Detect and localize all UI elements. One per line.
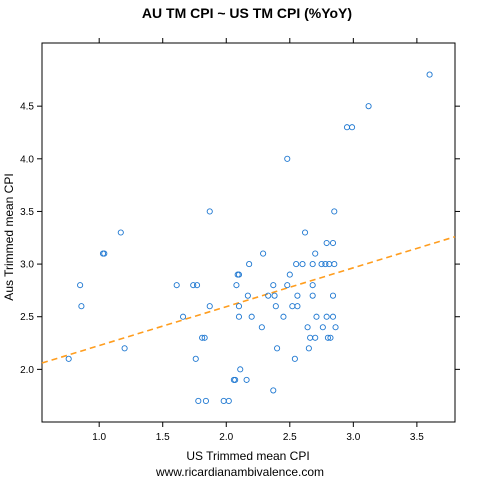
data-point bbox=[65, 355, 72, 362]
data-point bbox=[206, 303, 213, 310]
axis-ticks bbox=[37, 38, 460, 427]
data-point bbox=[260, 250, 267, 257]
data-point bbox=[220, 397, 227, 404]
data-point bbox=[244, 292, 251, 299]
plot-border bbox=[41, 42, 456, 423]
x-tick-label: 2.0 bbox=[219, 432, 233, 443]
data-point bbox=[243, 376, 250, 383]
data-point bbox=[78, 303, 85, 310]
data-point bbox=[173, 282, 180, 289]
data-point bbox=[284, 282, 291, 289]
data-point bbox=[201, 334, 208, 341]
data-point bbox=[319, 324, 326, 331]
data-point bbox=[294, 303, 301, 310]
x-tick-label: 3.5 bbox=[410, 432, 424, 443]
data-point bbox=[190, 282, 197, 289]
y-tick-label: 2.5 bbox=[20, 312, 34, 323]
data-point bbox=[280, 313, 287, 320]
data-point bbox=[121, 345, 128, 352]
data-point bbox=[286, 271, 293, 278]
data-point bbox=[322, 261, 329, 268]
data-point bbox=[265, 292, 272, 299]
trendline bbox=[41, 235, 456, 364]
data-point bbox=[270, 387, 277, 394]
y-tick-label: 4.5 bbox=[20, 102, 34, 113]
data-point bbox=[332, 324, 339, 331]
x-tick-label: 2.5 bbox=[283, 432, 297, 443]
data-point bbox=[313, 313, 320, 320]
data-point bbox=[307, 334, 314, 341]
trendline-group bbox=[41, 235, 456, 364]
data-point bbox=[329, 313, 337, 320]
data-point bbox=[202, 397, 209, 404]
data-point bbox=[294, 292, 301, 299]
data-point bbox=[349, 124, 356, 131]
data-point bbox=[293, 261, 300, 268]
data-point bbox=[291, 355, 298, 362]
chart-title: AU TM CPI ~ US TM CPI (%YoY) bbox=[142, 5, 352, 21]
data-point bbox=[329, 239, 337, 247]
data-point bbox=[309, 292, 316, 299]
data-point bbox=[117, 229, 124, 236]
data-point bbox=[272, 303, 279, 310]
data-point bbox=[270, 282, 277, 289]
y-tick-label: 3.5 bbox=[20, 207, 34, 218]
data-point bbox=[329, 292, 337, 299]
x-axis-label: US Trimmed mean CPI bbox=[186, 449, 309, 463]
data-point bbox=[233, 282, 240, 289]
data-point bbox=[232, 376, 239, 383]
data-point bbox=[312, 334, 319, 341]
data-point bbox=[309, 261, 316, 268]
data-point bbox=[274, 345, 281, 352]
data-point bbox=[195, 397, 202, 404]
data-point bbox=[235, 303, 243, 310]
data-point bbox=[323, 239, 330, 247]
data-point bbox=[199, 334, 206, 341]
data-point bbox=[426, 71, 433, 78]
data-point bbox=[318, 261, 325, 268]
data-point bbox=[327, 334, 334, 341]
axis-tick-labels: 1.0 1.5 2.0 2.5 3.0 3.5 2.0 2.5 3.0 3.5 4.0 4.5 bbox=[20, 102, 424, 443]
data-point bbox=[365, 103, 372, 110]
data-point bbox=[225, 397, 232, 404]
data-point bbox=[309, 282, 316, 289]
data-point bbox=[237, 366, 244, 373]
data-point bbox=[271, 292, 278, 299]
data-point bbox=[331, 208, 338, 215]
data-point bbox=[180, 313, 187, 320]
data-point bbox=[284, 155, 291, 162]
data-point bbox=[323, 313, 330, 320]
x-tick-label: 3.0 bbox=[346, 432, 360, 443]
data-point bbox=[326, 261, 333, 268]
data-point bbox=[289, 303, 296, 310]
y-tick-label: 2.0 bbox=[20, 365, 34, 376]
plot-frame bbox=[41, 42, 456, 423]
data-point bbox=[77, 282, 84, 289]
footer-url: www.ricardianambivalence.com bbox=[155, 465, 324, 479]
data-point bbox=[343, 124, 351, 131]
data-point bbox=[235, 313, 243, 320]
data-point bbox=[324, 334, 331, 341]
data-point bbox=[101, 250, 108, 257]
data-point bbox=[258, 324, 265, 331]
y-tick-label: 3.0 bbox=[20, 260, 34, 271]
x-tick-label: 1.0 bbox=[92, 432, 106, 443]
data-point bbox=[299, 261, 306, 268]
data-point bbox=[305, 345, 312, 352]
y-axis-label: Aus Trimmed mean CPI bbox=[2, 173, 16, 300]
data-point bbox=[248, 313, 255, 320]
data-point bbox=[312, 250, 319, 257]
data-point bbox=[331, 261, 338, 268]
scatter-points bbox=[65, 71, 433, 404]
data-point bbox=[246, 261, 253, 268]
data-point bbox=[193, 282, 201, 289]
x-tick-label: 1.5 bbox=[156, 432, 170, 443]
y-tick-label: 4.0 bbox=[20, 154, 34, 165]
data-point bbox=[235, 271, 243, 278]
data-point bbox=[304, 324, 311, 331]
data-point bbox=[206, 208, 213, 215]
data-point bbox=[192, 355, 199, 362]
data-point bbox=[301, 229, 309, 236]
